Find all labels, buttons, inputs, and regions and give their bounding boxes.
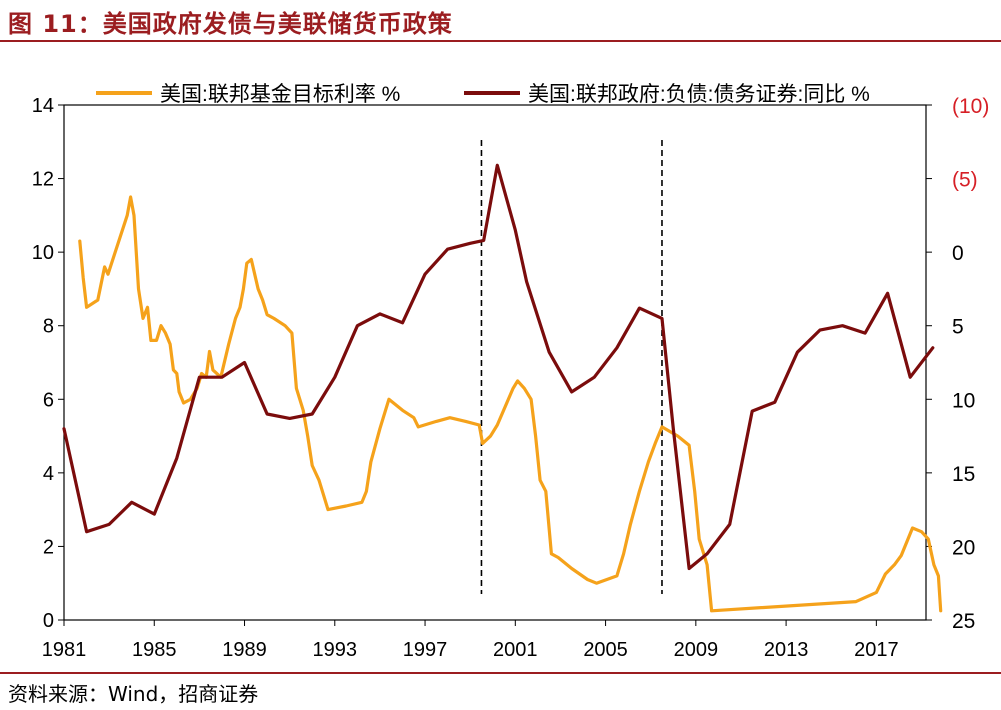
y-left-tick-label: 0 bbox=[43, 610, 54, 632]
x-tick-label: 1985 bbox=[132, 639, 177, 661]
series-layer bbox=[62, 140, 943, 613]
legend-label-2: 美国:联邦政府:负债:债务证券:同比 % bbox=[528, 83, 870, 106]
x-tick-label: 1993 bbox=[313, 639, 358, 661]
x-tick-label: 2001 bbox=[493, 639, 538, 661]
figure-title: 图 11：美国政府发债与美联储货币政策 bbox=[8, 10, 453, 38]
source-note: 资料来源：Wind，招商证券 bbox=[8, 682, 259, 706]
plot-frame bbox=[63, 104, 927, 621]
x-tick-label: 1989 bbox=[222, 639, 267, 661]
y-left-tick-label: 4 bbox=[43, 463, 54, 485]
y-left-tick-label: 14 bbox=[32, 95, 54, 117]
chart: 美国:联邦基金目标利率 % 美国:联邦政府:负债:债务证券:同比 % 0 2 4 6 8 1… bbox=[32, 83, 990, 661]
y-right-tick-label: 5 bbox=[952, 316, 964, 339]
legend-label-1: 美国:联邦基金目标利率 % bbox=[160, 83, 400, 106]
y-right-tick-label: (10) bbox=[952, 95, 989, 118]
y-right-tick-label: (5) bbox=[952, 169, 978, 192]
legend: 美国:联邦基金目标利率 % 美国:联邦政府:负债:债务证券:同比 % bbox=[96, 83, 870, 106]
x-tick-label: 2005 bbox=[583, 639, 628, 661]
y-left-tick-label: 6 bbox=[43, 389, 54, 411]
y-right-tick-label: 15 bbox=[952, 463, 975, 486]
x-tick-label: 2013 bbox=[764, 639, 809, 661]
y-left-tick-label: 12 bbox=[32, 169, 54, 191]
x-tick-label: 2009 bbox=[674, 639, 719, 661]
y-left-tick-label: 2 bbox=[43, 536, 54, 558]
series-line-1 bbox=[78, 195, 943, 613]
series-line-2 bbox=[62, 163, 935, 571]
x-tick-label: 2017 bbox=[854, 639, 899, 661]
axes: 0 2 4 6 8 10 12 14 (10) (5) 0 5 10 15 20 25 1981 1985 1989… bbox=[32, 95, 990, 661]
x-tick-label: 1997 bbox=[403, 639, 448, 661]
x-tick-label: 1981 bbox=[42, 639, 87, 661]
y-left-tick-label: 8 bbox=[43, 316, 54, 338]
title-rule bbox=[0, 40, 1001, 42]
y-left-tick-label: 10 bbox=[32, 242, 54, 264]
source-rule bbox=[0, 672, 1001, 674]
y-right-tick-label: 10 bbox=[952, 389, 975, 412]
y-right-tick-label: 0 bbox=[952, 242, 964, 265]
y-right-tick-label: 20 bbox=[952, 536, 975, 559]
y-right-tick-label: 25 bbox=[952, 610, 975, 633]
